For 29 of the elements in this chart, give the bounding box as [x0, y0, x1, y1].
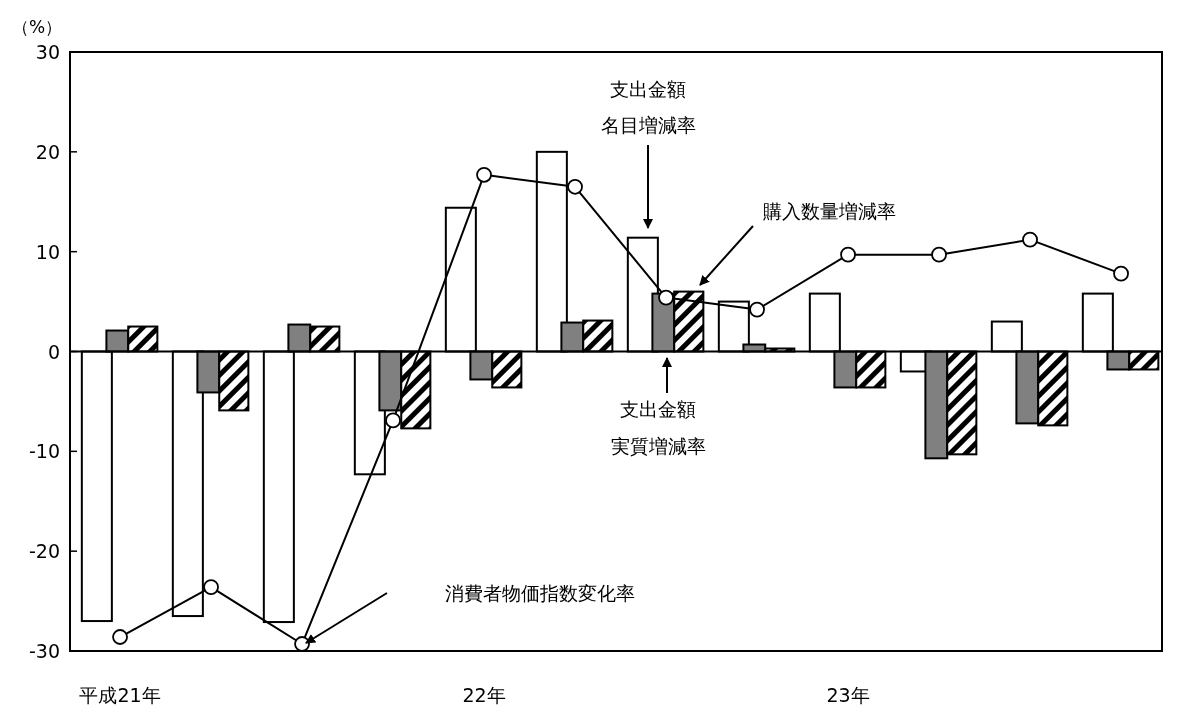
annotation: 名目増減率: [600, 114, 696, 136]
x-tick-label: 平成21年: [79, 684, 161, 706]
point: [567, 178, 583, 195]
annotation: 支出金額: [620, 398, 696, 420]
point: [931, 246, 947, 263]
annotation: 消費者物価指数変化率: [445, 582, 635, 604]
point: [1113, 265, 1129, 282]
annotation: 支出金額: [610, 78, 686, 100]
point: [476, 166, 492, 183]
point: [203, 579, 219, 596]
y-tick-label: -30: [28, 640, 60, 662]
point: [749, 301, 765, 318]
y-tick-label: 10: [35, 240, 60, 263]
point: [840, 246, 856, 263]
y-tick-label: 20: [35, 140, 60, 163]
annotation: 購入数量増減率: [762, 200, 896, 222]
y-tick-label: 0: [47, 340, 60, 363]
y-tick-label: 30: [35, 41, 60, 63]
point: [658, 289, 674, 306]
point: [1022, 231, 1038, 248]
x-tick-label: 22年: [462, 684, 506, 706]
y-tick-label: -10: [28, 440, 60, 463]
point: [112, 629, 128, 645]
point: [385, 412, 401, 429]
x-tick-label: 23年: [826, 684, 870, 706]
y-axis-title: （%）: [12, 17, 63, 37]
annotation: 実質増減率: [610, 435, 706, 457]
point: [294, 636, 310, 652]
y-tick-label: -20: [28, 540, 60, 563]
